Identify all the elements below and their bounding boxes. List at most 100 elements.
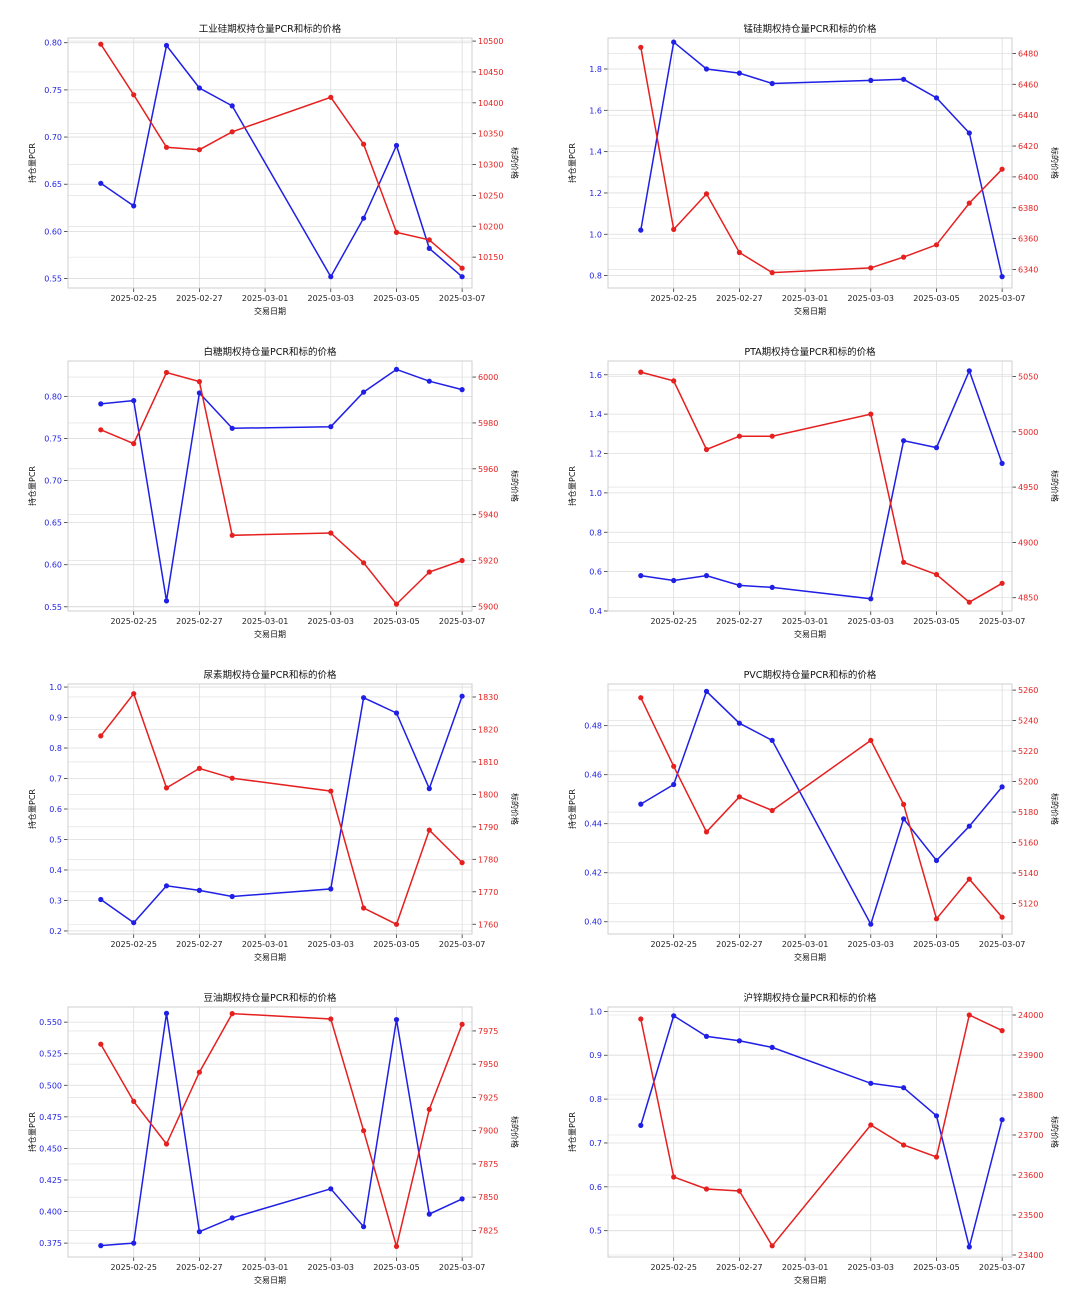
y2-tick-label: 6480	[1018, 49, 1038, 58]
plot-frame	[607, 683, 1013, 935]
y-tick-label: 0.375	[39, 1239, 62, 1248]
pcr-data-point	[966, 1244, 972, 1250]
price-data-point	[98, 427, 104, 433]
y-axis-label: 持仓量PCR	[27, 789, 37, 829]
y-tick-label: 0.70	[44, 477, 62, 486]
y2-tick-label: 5000	[1018, 428, 1038, 437]
price-data-point	[196, 1069, 202, 1075]
pcr-data-point	[361, 1224, 367, 1230]
y-axis-label: 持仓量PCR	[567, 789, 577, 829]
chart-panel: 2025-02-25 2025-02-27 2025-03-01 2025-03-03…	[27, 346, 520, 639]
pcr-data-point	[671, 781, 677, 788]
price-data-point	[361, 141, 367, 147]
y-tick-label: 0.550	[39, 1018, 62, 1027]
y-axis-label: 持仓量PCR	[27, 466, 37, 506]
price-data-point	[868, 1122, 874, 1128]
price-data-point	[999, 580, 1005, 586]
y-tick-label: 0.8	[589, 1095, 602, 1104]
pcr-data-point	[196, 85, 202, 91]
y2-tick-label: 23800	[1018, 1091, 1043, 1100]
price-data-point	[999, 166, 1005, 172]
y2-tick-label: 5160	[1018, 839, 1038, 848]
y-tick-label: 0.80	[44, 39, 62, 48]
price-data-point	[328, 94, 334, 100]
y-tick-label: 0.9	[589, 1051, 602, 1060]
price-data-point	[901, 1142, 907, 1148]
price-data-point	[459, 1021, 465, 1027]
price-data-point	[328, 788, 334, 794]
chart-title: PTA期权持仓量PCR和标的价格	[744, 346, 876, 358]
y2-tick-label: 5180	[1018, 808, 1038, 817]
price-data-point	[868, 265, 874, 271]
y2-axis-label: 标的价格	[1050, 1116, 1060, 1148]
pcr-data-point	[638, 227, 644, 233]
price-data-point	[459, 860, 465, 866]
y-tick-label: 0.4	[589, 607, 602, 616]
pcr-data-point	[999, 460, 1005, 466]
y2-tick-label: 7975	[478, 1027, 498, 1036]
price-series-line	[640, 697, 1003, 921]
y-axis-label: 持仓量PCR	[567, 143, 577, 183]
price-data-point	[671, 226, 677, 232]
price-data-point	[933, 242, 940, 248]
y-tick-label: 0.7	[49, 775, 62, 784]
price-data-point	[163, 144, 170, 150]
pcr-data-point	[671, 1013, 677, 1019]
pcr-data-point	[966, 368, 972, 374]
y-tick-label: 0.475	[39, 1113, 62, 1122]
y-tick-label: 0.425	[39, 1176, 62, 1185]
price-data-point	[999, 1028, 1005, 1034]
chart-title: 工业硅期权持仓量PCR和标的价格	[199, 23, 342, 35]
chart-panel: 2025-02-25 2025-02-27 2025-03-01 2025-03-03…	[567, 669, 1060, 962]
x-tick-label: 2025-03-07	[439, 1263, 486, 1272]
x-axis-label: 交易日期	[254, 629, 286, 639]
y-tick-label: 0.75	[44, 86, 62, 95]
price-data-point	[933, 916, 940, 922]
pcr-data-point	[328, 1186, 334, 1192]
price-data-point	[163, 1141, 170, 1147]
x-tick-label: 2025-02-27	[716, 940, 763, 949]
plot-frame	[607, 360, 1013, 612]
x-tick-label: 2025-03-07	[979, 294, 1026, 303]
price-data-point	[426, 827, 432, 833]
x-tick-label: 2025-02-25	[650, 294, 697, 303]
y-tick-label: 0.8	[589, 272, 602, 281]
chart-panel: 2025-02-25 2025-02-27 2025-03-01 2025-03-03…	[27, 23, 520, 316]
pcr-data-point	[196, 1229, 202, 1235]
pcr-data-point	[98, 180, 104, 186]
pcr-data-point	[131, 398, 137, 404]
y2-tick-label: 5240	[1018, 717, 1038, 726]
y-tick-label: 1.0	[49, 683, 62, 692]
y2-tick-label: 7850	[478, 1193, 498, 1202]
pcr-data-point	[736, 720, 742, 726]
price-data-point	[131, 441, 137, 447]
x-tick-label: 2025-02-27	[716, 1263, 763, 1272]
y2-tick-label: 6380	[1018, 204, 1038, 213]
pcr-data-point	[426, 786, 432, 792]
y-tick-label: 0.40	[584, 918, 602, 927]
pcr-data-point	[868, 921, 874, 927]
y2-tick-label: 1810	[478, 758, 498, 767]
chart-panel: 2025-02-25 2025-02-27 2025-03-01 2025-03-03…	[27, 992, 520, 1285]
pcr-data-point	[361, 389, 367, 395]
x-tick-label: 2025-02-25	[110, 617, 157, 626]
y2-tick-label: 23900	[1018, 1051, 1043, 1060]
y-tick-label: 1.8	[589, 65, 602, 74]
price-data-point	[638, 369, 644, 375]
y2-tick-label: 4900	[1018, 538, 1038, 547]
y2-tick-label: 6420	[1018, 142, 1038, 151]
pcr-data-point	[426, 1211, 432, 1217]
y-tick-label: 1.2	[589, 189, 602, 198]
price-data-point	[703, 1186, 710, 1192]
pcr-data-point	[769, 80, 775, 87]
y-tick-label: 0.9	[49, 714, 62, 723]
pcr-data-point	[426, 378, 432, 384]
y-tick-label: 0.55	[44, 275, 62, 284]
pcr-data-point	[393, 1017, 400, 1023]
pcr-data-point	[393, 366, 400, 372]
y2-tick-label: 10350	[478, 130, 503, 139]
y2-tick-label: 4950	[1018, 483, 1038, 492]
price-series-line	[100, 43, 463, 269]
pcr-data-point	[999, 784, 1005, 790]
y2-tick-label: 10400	[478, 99, 503, 108]
